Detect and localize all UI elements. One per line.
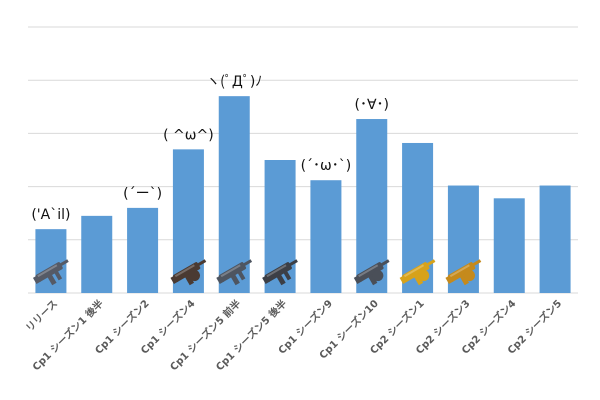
- bars: [35, 96, 571, 293]
- p90-icon: [216, 259, 253, 286]
- bar: [35, 229, 67, 293]
- annotation-label: (´･ω･`): [301, 158, 352, 174]
- bar: [218, 96, 250, 293]
- drum-gun-icon: [170, 259, 207, 286]
- bar: [310, 180, 342, 293]
- x-tick-label: リリース: [24, 298, 60, 334]
- bar: [539, 185, 571, 293]
- gold-drum-gun-icon: [399, 259, 436, 286]
- annotation-label: ('A`il): [31, 207, 70, 223]
- gridlines: [28, 26, 578, 294]
- weapon-icons: [32, 259, 482, 286]
- annotation-label: ヽ(ﾟДﾟ)ﾉ: [206, 74, 262, 90]
- bar: [81, 215, 113, 293]
- annotation-label: (･∀･): [354, 97, 389, 113]
- annotation-label: ( ^ω^): [163, 127, 214, 143]
- annotations: ('A`il) (´ー`) ( ^ω^) ヽ(ﾟДﾟ)ﾉ (´･ω･`) (･∀･): [31, 74, 389, 223]
- annotation-label: (´ー`): [123, 186, 162, 202]
- smg-icon: [32, 259, 69, 286]
- drum-gun-icon: [353, 259, 390, 286]
- bar: [127, 207, 159, 293]
- bar: [493, 198, 525, 293]
- compact-smg-icon: [262, 259, 298, 286]
- gold-drum-gun-icon: [445, 259, 482, 286]
